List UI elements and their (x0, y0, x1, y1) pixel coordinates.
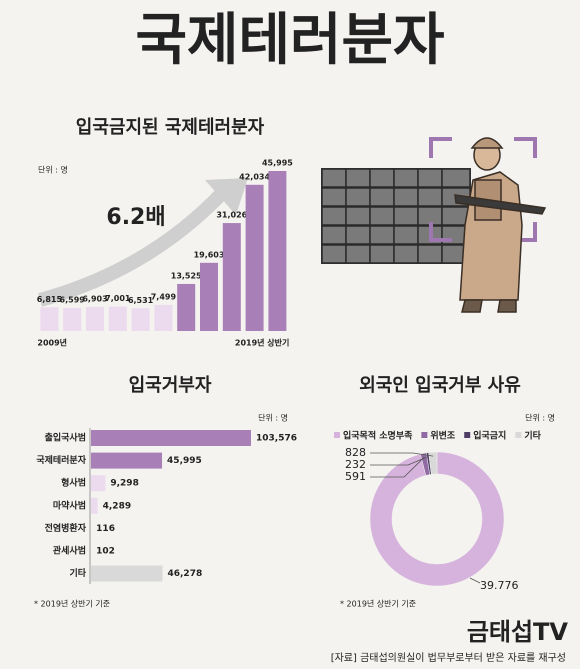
category-label: 전염병환자 (45, 522, 87, 534)
value-label: 591 (345, 470, 366, 483)
bar (91, 430, 251, 446)
soldier-illustration (454, 137, 547, 313)
donut-slice (428, 451, 438, 475)
value-label: 102 (96, 547, 115, 557)
leader-line (469, 577, 481, 584)
legend-marker (421, 432, 428, 438)
category-label: 출입국사범 (45, 432, 86, 444)
category-label: 국제테러분자 (36, 454, 86, 466)
bar (154, 304, 173, 331)
unit-label: 단위 : 명 (258, 413, 288, 423)
bar (63, 308, 82, 331)
chart-title: 입국금지된 국제테러분자 (76, 116, 265, 138)
category-label: 기타 (69, 567, 86, 579)
category-label: 관세사범 (53, 545, 86, 557)
bar (200, 262, 218, 331)
footnote: * 2019년 상반기 기준 (340, 599, 416, 609)
value-label: 9,298 (110, 479, 138, 489)
bar (177, 283, 196, 331)
value-label: 116 (96, 524, 115, 534)
bar (91, 475, 106, 492)
value-label: 7,499 (151, 292, 177, 301)
x-tick-label: 2009년 (37, 338, 67, 348)
bar (245, 184, 264, 331)
value-label: 31,026 (216, 211, 247, 220)
unit-label: 단위 : 명 (38, 165, 68, 175)
bar (40, 307, 59, 331)
value-label: 828 (345, 446, 366, 459)
growth-arrow (38, 185, 231, 307)
bar (131, 308, 150, 331)
chart-title: 입국거부자 (129, 374, 212, 396)
bar (108, 306, 127, 331)
bar (222, 223, 241, 331)
brand-logo: 금태섭TV (467, 618, 569, 646)
cctv-screens (321, 168, 471, 264)
chart-title: 외국인 입국거부 사유 (359, 374, 521, 396)
legend-marker (334, 432, 340, 438)
unit-label: 단위 : 명 (525, 413, 555, 423)
value-label: 4,289 (103, 501, 131, 511)
value-label: 13,525 (171, 271, 202, 280)
value-label: 6,599 (60, 296, 86, 305)
value-label: 103,576 (256, 434, 297, 444)
value-label: 45,995 (262, 159, 293, 168)
arrow-head (205, 178, 248, 215)
legend-label: 입국금지 (473, 430, 506, 442)
bar (91, 565, 163, 582)
bar (91, 452, 163, 469)
legend-marker (464, 432, 471, 438)
footnote: * 2019년 상반기 기준 (34, 599, 110, 609)
category-label: 마약사범 (53, 499, 86, 511)
legend-label: 위변조 (430, 430, 456, 442)
value-label: 7,001 (105, 294, 131, 303)
source-note: [자료] 금태섭의원실이 법무부로부터 받은 자료를 재구성 (331, 652, 566, 664)
legend-label: 기타 (524, 430, 541, 442)
legend-marker (515, 432, 522, 438)
value-label: 46,278 (167, 569, 202, 579)
x-tick-label: 2019년 상반기 (235, 338, 290, 348)
legend-label: 입국목적 소명부족 (343, 430, 412, 442)
annotation: 6.2배 (106, 205, 165, 230)
value-label: 6,531 (128, 296, 154, 305)
leader-line (370, 456, 429, 466)
value-label: 42,034 (239, 172, 270, 181)
value-label: 6,903 (82, 294, 107, 303)
value-label: 19,603 (194, 250, 225, 259)
bar (268, 171, 287, 331)
value-label: 39.776 (480, 579, 519, 592)
donut-slice (369, 451, 505, 587)
main-title: 국제테러분자 (135, 8, 444, 73)
leader-line (370, 452, 434, 457)
value-label: 232 (345, 458, 366, 471)
value-label: 45,995 (167, 456, 202, 466)
leader-line (370, 457, 425, 478)
category-label: 형사범 (61, 477, 86, 489)
bar (86, 306, 104, 331)
value-label: 6,815 (37, 295, 63, 304)
bar (91, 497, 98, 514)
